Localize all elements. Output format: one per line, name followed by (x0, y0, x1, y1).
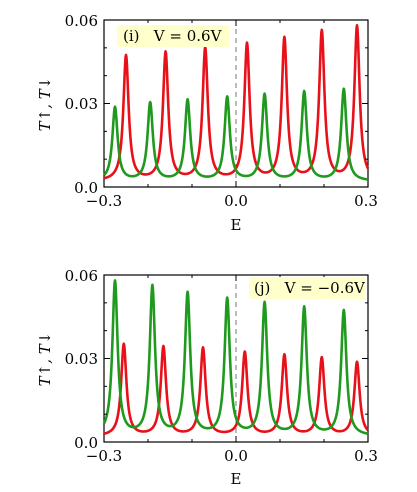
panel-bottom: (j) V = −0.6V 0.0 0.03 0.06 −0.3 0.0 0.3… (36, 267, 378, 488)
axis-ticks (103, 19, 369, 188)
y-axis-label: T↑, T↓ (36, 332, 54, 387)
y-tick-label: 0.06 (65, 267, 98, 285)
y-tick-label: 0.03 (65, 95, 98, 113)
x-tick-label: 0.0 (224, 447, 248, 465)
x-tick-label: 0.0 (224, 192, 248, 210)
x-tick-label: 0.3 (354, 192, 378, 210)
annotation-box (117, 25, 229, 47)
axis-ticks (103, 274, 369, 443)
y-axis-label: T↑, T↓ (36, 77, 54, 132)
annotation-box (249, 277, 365, 299)
y-tick-label: 0.0 (74, 434, 98, 452)
y-tick-label: 0.06 (65, 12, 98, 30)
panel-top: (i) V = 0.6V 0.0 0.03 0.06 −0.3 0.0 0.3 … (36, 12, 378, 234)
series-lines (103, 23, 370, 181)
x-axis-label: E (231, 216, 242, 234)
x-tick-label: −0.3 (86, 447, 122, 465)
series-line-green (102, 279, 369, 435)
y-tick-label: 0.03 (65, 350, 98, 368)
panel-annotation: (i) V = 0.6V (123, 27, 223, 45)
y-tick-label: 0.0 (74, 179, 98, 197)
x-tick-label: 0.3 (354, 447, 378, 465)
x-tick-label: −0.3 (86, 192, 122, 210)
panel-annotation: (j) V = −0.6V (254, 279, 366, 297)
x-axis-label: E (231, 470, 242, 488)
series-lines (102, 279, 369, 435)
series-line-red (103, 342, 369, 435)
series-line-green (103, 87, 369, 181)
